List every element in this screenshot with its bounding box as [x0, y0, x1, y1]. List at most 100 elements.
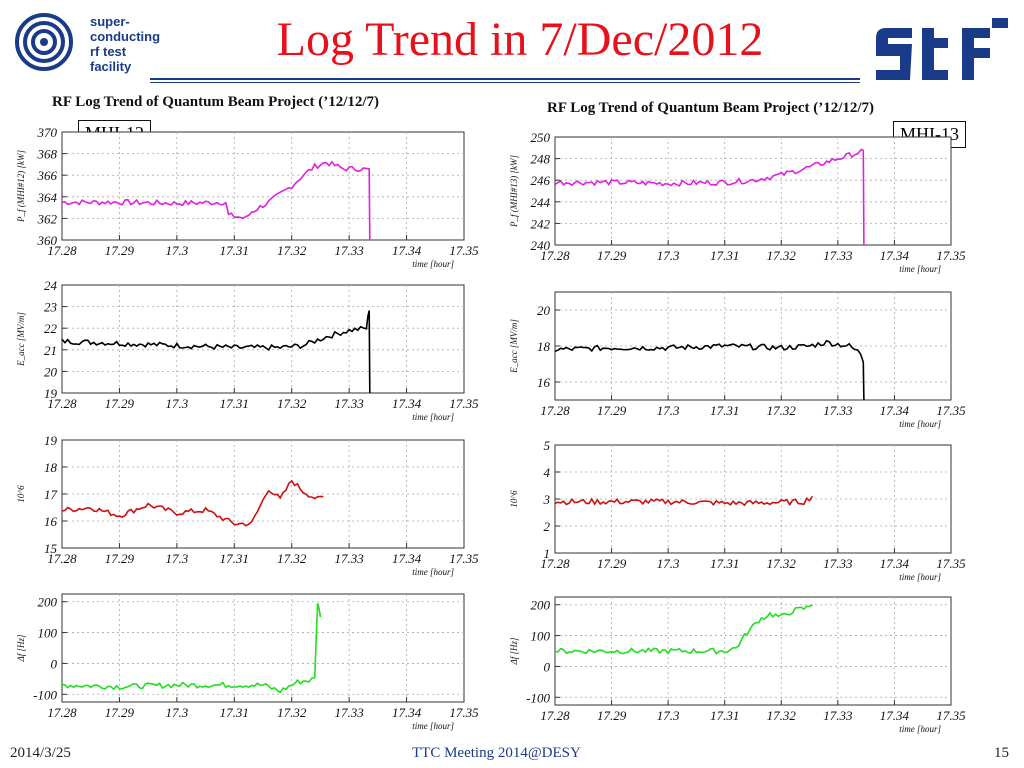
left-eacc-ytick-label: 21 — [44, 343, 57, 358]
right-eacc-xtick-label: 17.28 — [540, 403, 570, 418]
org-name: super- conducting rf test facility — [90, 14, 160, 74]
right-power-xlabel: time [hour] — [899, 264, 941, 274]
left-df-xtick-label: 17.33 — [335, 705, 365, 720]
left-power-frame — [61, 131, 465, 241]
left-q-ylabel: 10^6 — [16, 485, 26, 503]
left-eacc-ytick-label: 23 — [44, 300, 58, 315]
left-q-xtick-label: 17.29 — [105, 551, 135, 566]
left-eacc-xtick-label: 17.32 — [277, 396, 307, 411]
right-power-xtick-label: 17.28 — [540, 248, 570, 263]
right-q-xtick-label: 17.3 — [657, 556, 680, 571]
right-power-ytick-label: 242 — [531, 216, 551, 231]
right-df-xtick-label: 17.3 — [657, 708, 680, 723]
left-df-xtick-label: 17.29 — [105, 705, 135, 720]
left-power-xtick-label: 17.29 — [105, 243, 135, 258]
right-q-xtick-label: 17.28 — [540, 556, 570, 571]
left-panel-title: RF Log Trend of Quantum Beam Project (’1… — [52, 94, 380, 110]
left-power-xlabel: time [hour] — [412, 259, 454, 269]
right-df-ytick-label: -100 — [526, 690, 550, 705]
right-q-xlabel: time [hour] — [899, 572, 941, 582]
page-title: Log Trend in 7/Dec/2012 — [276, 13, 764, 66]
left-df-ytick-label: 0 — [51, 656, 58, 671]
right-q-ytick-label: 3 — [543, 492, 551, 507]
left-q-ytick-label: 18 — [44, 460, 58, 475]
org-line-2: conducting — [90, 29, 161, 44]
left-power-xtick-label: 17.31 — [220, 243, 249, 258]
right-df-xtick-label: 17.35 — [936, 708, 966, 723]
right-q-xtick-label: 17.29 — [597, 556, 627, 571]
left-eacc-ytick-label: 22 — [44, 321, 58, 336]
left-df-xlabel: time [hour] — [412, 721, 454, 731]
org-line-1: super- — [90, 14, 130, 29]
right-df-xlabel: time [hour] — [899, 724, 941, 734]
right-df-xtick-label: 17.31 — [710, 708, 739, 723]
right-power-frame — [554, 136, 952, 246]
left-power-chart: 17.28 17.29 17.3 17.31 17.32 17.33 17.34 17.35 3… — [16, 125, 479, 269]
right-df-xtick-label: 17.33 — [823, 708, 853, 723]
left-eacc-xtick-label: 17.34 — [392, 396, 422, 411]
header-divider — [150, 78, 860, 80]
right-power-xtick-label: 17.32 — [767, 248, 797, 263]
left-power-ylabel: P_f (MHI#12) [kW] — [16, 150, 26, 223]
right-power-ytick-label: 240 — [531, 238, 551, 253]
right-q-ytick-label: 4 — [544, 465, 551, 480]
org-logo — [12, 12, 82, 72]
right-power-xtick-label: 17.31 — [710, 248, 739, 263]
right-q-xtick-label: 17.35 — [936, 556, 966, 571]
left-df-xtick-label: 17.31 — [220, 705, 249, 720]
right-q-ylabel: 10^6 — [509, 490, 519, 508]
right-power-xtick-label: 17.35 — [936, 248, 966, 263]
left-power-ytick-label: 370 — [37, 125, 58, 140]
left-q-xtick-label: 17.28 — [47, 551, 77, 566]
left-q-xlabel: time [hour] — [412, 567, 454, 577]
right-eacc-ytick-label: 20 — [537, 303, 551, 318]
right-power-chart: 17.28 17.29 17.3 17.31 17.32 17.33 17.34 17.35 2… — [509, 130, 966, 274]
left-df-series-line — [61, 603, 322, 694]
header-divider-thin — [150, 82, 860, 83]
left-power-xtick-label: 17.3 — [165, 243, 188, 258]
left-q-xtick-label: 17.34 — [392, 551, 422, 566]
left-power-series-line — [61, 160, 371, 241]
left-eacc-xtick-label: 17.33 — [335, 396, 365, 411]
left-q-ytick-label: 19 — [44, 433, 58, 448]
right-df-xtick-label: 17.29 — [597, 708, 627, 723]
right-q-ytick-label: 5 — [544, 438, 551, 453]
left-df-xtick-label: 17.34 — [392, 705, 422, 720]
left-eacc-xtick-label: 17.35 — [449, 396, 479, 411]
stf-logo-icon — [876, 18, 1008, 80]
left-q-series-line — [61, 479, 324, 527]
right-power-ytick-label: 248 — [531, 152, 551, 167]
left-power-ytick-label: 360 — [37, 233, 58, 248]
left-q-chart: 17.28 17.29 17.3 17.31 17.32 17.33 17.34 17.35 1… — [16, 433, 479, 577]
left-eacc-xlabel: time [hour] — [412, 412, 454, 422]
right-panel-title: RF Log Trend of Quantum Beam Project (’1… — [547, 100, 875, 116]
right-power-ytick-label: 246 — [531, 173, 551, 188]
left-q-xtick-label: 17.3 — [165, 551, 188, 566]
left-eacc-xtick-label: 17.28 — [47, 396, 77, 411]
left-eacc-ytick-label: 24 — [44, 278, 58, 293]
right-eacc-ylabel: E_acc [MV/m] — [509, 319, 519, 374]
right-eacc-xtick-label: 17.29 — [597, 403, 627, 418]
left-q-ytick-label: 16 — [44, 514, 58, 529]
org-line-4: facility — [90, 59, 132, 74]
right-eacc-series-line — [554, 339, 865, 401]
right-df-ylabel: Δf [Hz] — [509, 637, 519, 666]
right-eacc-xtick-label: 17.33 — [823, 403, 853, 418]
right-power-ytick-label: 244 — [531, 195, 551, 210]
left-power-ytick-label: 364 — [37, 190, 58, 205]
org-line-3: rf test — [90, 44, 127, 59]
right-q-series-line — [554, 495, 814, 507]
right-df-series-line — [554, 604, 813, 655]
right-q-xtick-label: 17.33 — [823, 556, 853, 571]
right-eacc-ytick-label: 18 — [537, 339, 551, 354]
right-q-ytick-label: 1 — [544, 546, 551, 561]
left-df-xtick-label: 17.3 — [165, 705, 188, 720]
right-power-series-line — [554, 148, 865, 246]
left-df-xtick-label: 17.28 — [47, 705, 77, 720]
right-power-xtick-label: 17.34 — [880, 248, 910, 263]
right-eacc-xlabel: time [hour] — [899, 419, 941, 429]
right-df-xtick-label: 17.34 — [880, 708, 910, 723]
left-q-xtick-label: 17.32 — [277, 551, 307, 566]
left-df-frame — [61, 593, 465, 703]
left-eacc-ytick-label: 20 — [44, 364, 58, 379]
